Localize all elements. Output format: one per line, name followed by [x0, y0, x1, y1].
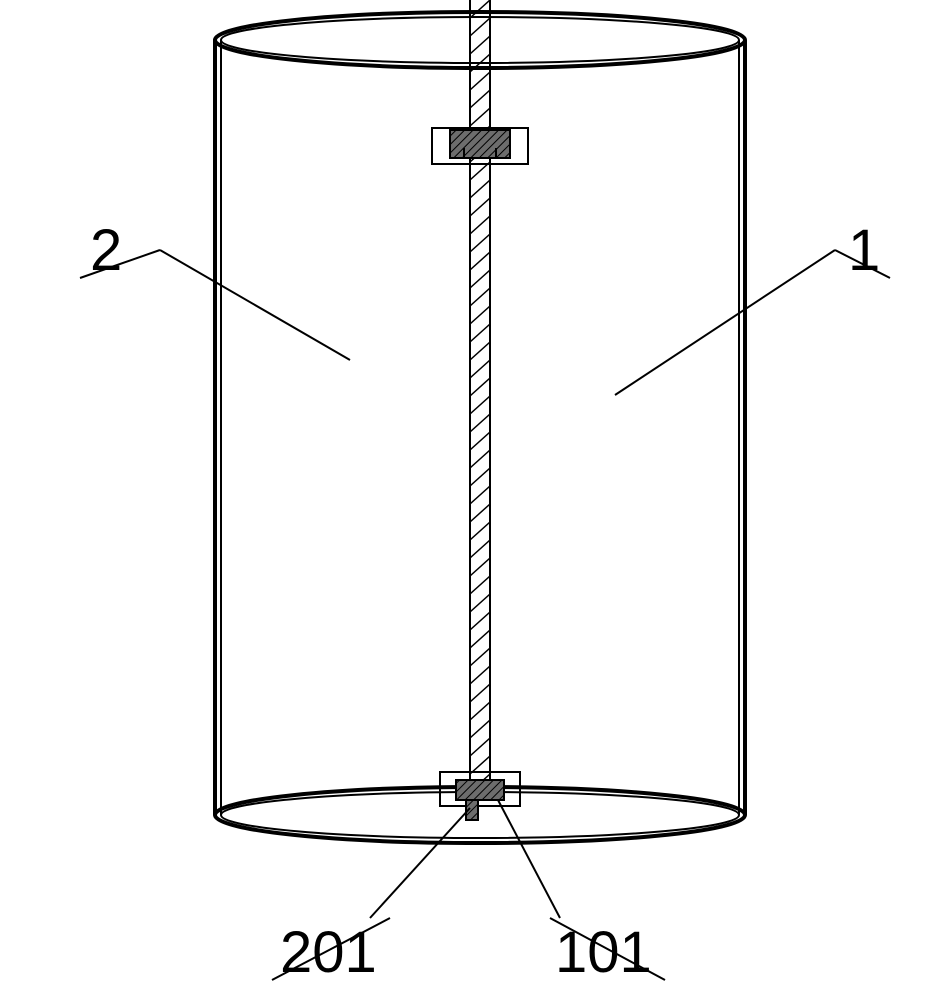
bottom-connector-inner	[456, 780, 504, 800]
leader-2	[160, 250, 350, 360]
center-rod	[470, 0, 490, 810]
top-connector-inner	[450, 130, 510, 158]
label-l201: 201	[280, 920, 377, 985]
label-l101: 101	[555, 920, 652, 985]
leader-201	[370, 808, 470, 918]
label-l2: 2	[90, 218, 122, 283]
leader-1	[615, 250, 835, 395]
label-l1: 1	[848, 218, 880, 283]
leader-101	[498, 800, 560, 918]
